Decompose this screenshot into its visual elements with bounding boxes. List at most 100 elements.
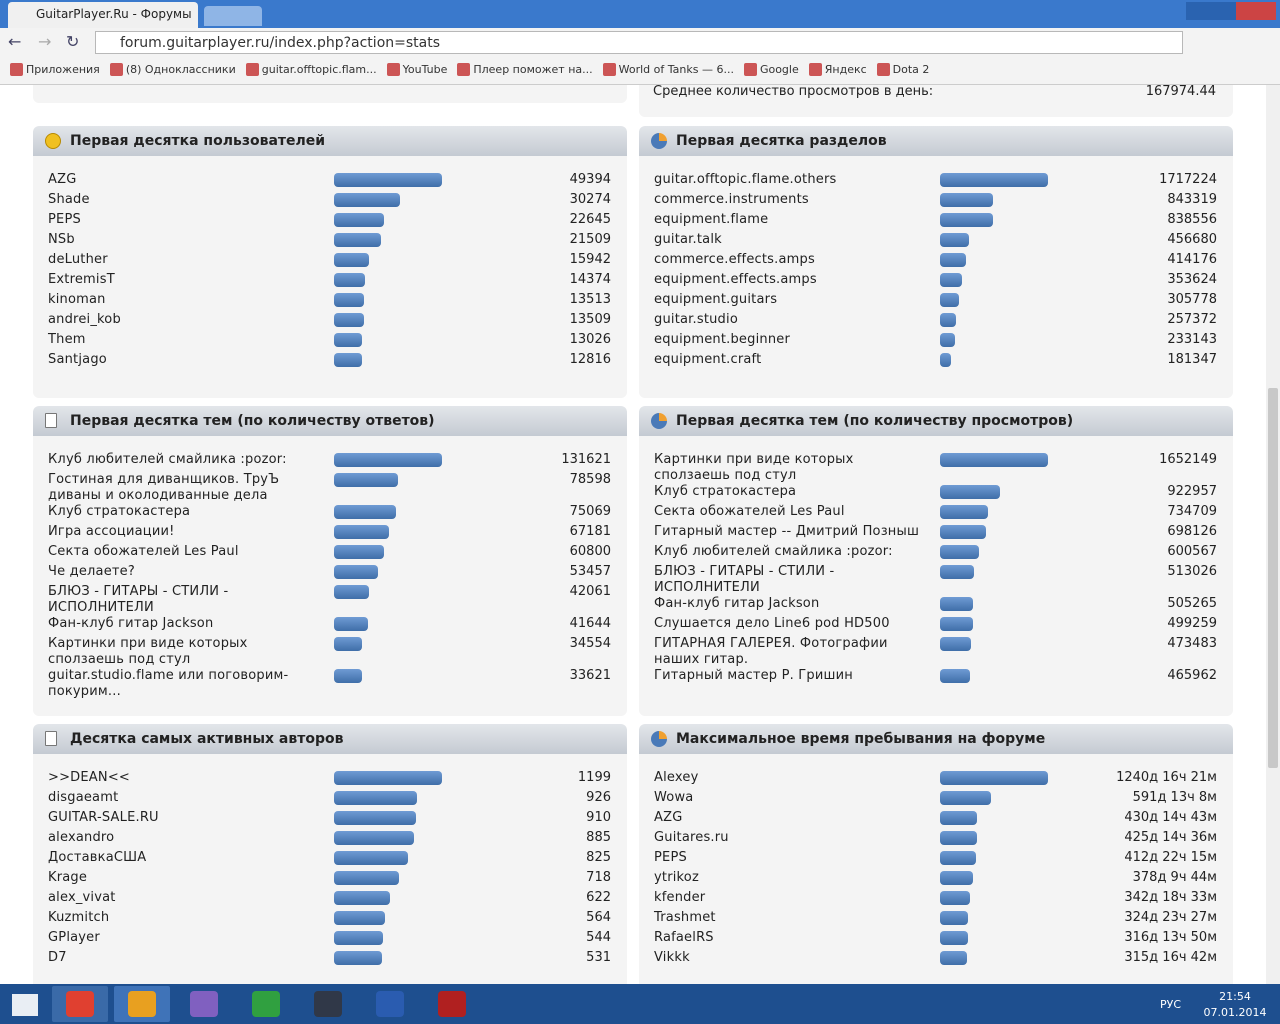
bar — [334, 525, 390, 539]
row-name: kfender — [654, 890, 706, 905]
row-name: >>DEAN<< — [48, 770, 131, 785]
stat-row: Секта обожателей Les Paul 60800 — [48, 544, 611, 564]
row-name: Картинки при виде которых сползаешь под … — [48, 636, 248, 667]
taskbar-app[interactable] — [300, 986, 356, 1022]
row-name: Гостиная для диванщиков. ТруЪ диваны и о… — [48, 472, 280, 503]
bar — [334, 831, 414, 845]
stat-row: ytrikoz 378д 9ч 44м — [654, 870, 1217, 890]
panel-rows: guitar.offtopic.flame.others 1717224 comme… — [639, 156, 1233, 372]
row-name: alexandro — [48, 830, 115, 845]
panel-icon — [651, 731, 667, 747]
stat-row: Фан-клуб гитар Jackson 41644 — [48, 616, 611, 636]
row-name: commerce.effects.amps — [654, 252, 815, 267]
bar — [940, 791, 992, 805]
clock-time[interactable]: 21:54 — [1219, 990, 1251, 1003]
bookmark[interactable]: Dota 2 — [876, 56, 929, 84]
taskbar-app[interactable] — [424, 986, 480, 1022]
bookmark[interactable]: World of Tanks — 6... — [602, 56, 734, 84]
stat-row: Гитарный мастер -- Дмитрий Позныш 698126 — [654, 524, 1217, 544]
close-button[interactable] — [1236, 2, 1276, 20]
taskbar-app[interactable] — [238, 986, 294, 1022]
bar — [334, 545, 384, 559]
row-name: deLuther — [48, 252, 108, 267]
stat-row: Фан-клуб гитар Jackson 505265 — [654, 596, 1217, 616]
row-value: 75069 — [569, 504, 611, 519]
row-value: 14374 — [569, 272, 611, 287]
row-name: Them — [48, 332, 86, 347]
forward-button[interactable]: → — [38, 32, 52, 51]
bookmark[interactable]: Google — [743, 56, 799, 84]
bar — [334, 453, 442, 467]
stat-row: alex_vivat 622 — [48, 890, 611, 910]
bookmark[interactable]: Яндекс — [808, 56, 867, 84]
bookmark[interactable]: (8) Одноклассники — [109, 56, 236, 84]
bar — [334, 791, 418, 805]
row-value: 1199 — [577, 770, 611, 785]
reload-button[interactable]: ↻ — [66, 32, 80, 51]
taskbar: РУС 21:54 07.01.2014 — [0, 984, 1280, 1024]
stat-row: ГИТАРНАЯ ГАЛЕРЕЯ. Фотографии наших гитар… — [654, 636, 1217, 668]
row-name: Картинки при виде которых сползаешь под … — [654, 452, 854, 483]
stat-row: Kuzmitch 564 — [48, 910, 611, 930]
tab[interactable]: GuitarPlayer.Ru - Форумы — [8, 2, 198, 28]
row-value: 885 — [586, 830, 611, 845]
row-value: 257372 — [1167, 312, 1217, 327]
panel-icon — [651, 133, 667, 149]
bar — [940, 871, 973, 885]
row-value: 12816 — [569, 352, 611, 367]
row-value: 622 — [586, 890, 611, 905]
taskbar-app[interactable] — [362, 986, 418, 1022]
stat-row: Them 13026 — [48, 332, 611, 352]
bookmark[interactable]: guitar.offtopic.flam... — [245, 56, 377, 84]
row-value: 15942 — [569, 252, 611, 267]
row-name: Секта обожателей Les Paul — [48, 544, 239, 559]
stat-row: Гостиная для диванщиков. ТруЪ диваны и о… — [48, 472, 611, 504]
stat-row: Клуб любителей смайлика :pozor: 131621 — [48, 452, 611, 472]
row-name: D7 — [48, 950, 67, 965]
start-button[interactable] — [12, 994, 38, 1016]
bar — [334, 931, 383, 945]
taskbar-app[interactable] — [52, 986, 108, 1022]
row-value: 499259 — [1167, 616, 1217, 631]
taskbar-app[interactable] — [176, 986, 232, 1022]
taskbar-app[interactable] — [114, 986, 170, 1022]
back-button[interactable]: ← — [8, 32, 22, 51]
bar — [940, 313, 957, 327]
stat-row: guitar.talk 456680 — [654, 232, 1217, 252]
row-name: Alexey — [654, 770, 699, 785]
app-icon — [376, 991, 404, 1017]
row-name: Kuzmitch — [48, 910, 110, 925]
stat-row: equipment.effects.amps 353624 — [654, 272, 1217, 292]
panel-header: Первая десятка тем (по количеству ответо… — [33, 406, 627, 436]
row-value: 53457 — [569, 564, 611, 579]
clock-date[interactable]: 07.01.2014 — [1203, 1006, 1267, 1019]
row-name: ДоставкаСША — [48, 850, 147, 865]
bar — [334, 473, 399, 487]
bookmark[interactable]: YouTube — [386, 56, 447, 84]
stat-row: >>DEAN<< 1199 — [48, 770, 611, 790]
stat-row: БЛЮЗ - ГИТАРЫ - СТИЛИ - ИСПОЛНИТЕЛИ 42061 — [48, 584, 611, 616]
bookmark[interactable]: Приложения — [10, 56, 100, 84]
stats-panel: Десятка самых активных авторов >>DEAN<< 11… — [33, 724, 627, 984]
panel-header: Первая десятка пользователей — [33, 126, 627, 156]
stat-row: GUITAR-SALE.RU 910 — [48, 810, 611, 830]
bar — [940, 293, 960, 307]
bar — [940, 831, 978, 845]
bar — [334, 617, 369, 631]
row-value: 13513 — [569, 292, 611, 307]
bar — [334, 273, 366, 287]
stat-row: Alexey 1240д 16ч 21м — [654, 770, 1217, 790]
new-tab[interactable] — [204, 6, 262, 26]
bar — [334, 871, 399, 885]
scroll-thumb[interactable] — [1268, 388, 1278, 768]
stat-row: NSb 21509 — [48, 232, 611, 252]
bookmark[interactable]: Плеер поможет на... — [457, 56, 593, 84]
row-value: 456680 — [1167, 232, 1217, 247]
row-name: Гитарный мастер -- Дмитрий Позныш — [654, 524, 920, 539]
address-bar[interactable]: forum.guitarplayer.ru/index.php?action=s… — [95, 31, 1183, 54]
language[interactable]: РУС — [1160, 998, 1182, 1011]
stat-row: Слушается дело Line6 pod HD500 499259 — [654, 616, 1217, 636]
row-name: guitar.studio.flame или поговорим-покури… — [48, 668, 289, 699]
row-name: alex_vivat — [48, 890, 116, 905]
row-name: Guitares.ru — [654, 830, 729, 845]
